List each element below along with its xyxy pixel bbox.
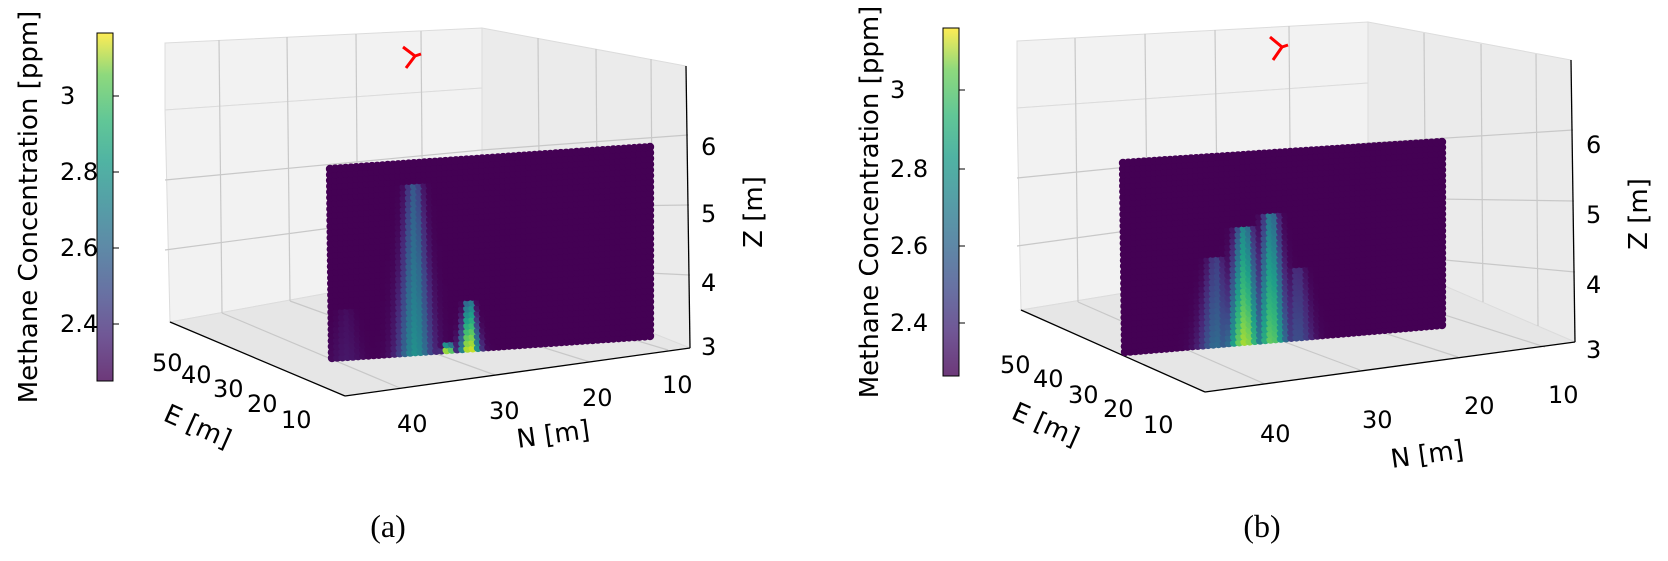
z-tick: 3 <box>1586 336 1601 364</box>
concentration-point <box>645 177 655 186</box>
colorbar-label-b: Methane Concentration [ppm] <box>855 6 885 399</box>
colorbar-tick: 3 <box>890 76 905 104</box>
concentration-point <box>645 326 655 335</box>
z-tick: 6 <box>1586 131 1601 159</box>
n-ticks-b: 40 30 20 10 <box>1260 381 1579 448</box>
concentration-point <box>645 303 655 312</box>
z-ticks-a: 6 5 4 3 <box>701 133 716 361</box>
z-axis-label-b: Z [m] <box>1624 178 1654 250</box>
n-ticks-a: 40 30 20 10 <box>397 371 693 438</box>
z-tick: 3 <box>701 333 716 361</box>
e-tick: 50 <box>152 349 183 377</box>
panel-a: 3 2.8 2.6 2.4 Methane Concentration [ppm… <box>14 11 769 544</box>
e-tick: 40 <box>181 361 212 389</box>
n-tick: 40 <box>397 410 428 438</box>
z-tick: 5 <box>1586 201 1601 229</box>
e-tick: 20 <box>247 390 278 418</box>
colorbar-tick: 2.8 <box>60 158 98 186</box>
caption-b: (b) <box>1243 508 1280 544</box>
colorbar-tick: 2.4 <box>60 310 98 338</box>
z-tick: 5 <box>701 200 716 228</box>
z-tick: 4 <box>1586 271 1601 299</box>
wind-marker-a <box>402 45 422 69</box>
e-tick: 30 <box>213 375 244 403</box>
concentration-point <box>645 217 655 226</box>
e-ticks-b: 50 40 30 20 10 <box>1000 351 1174 439</box>
colorbar-ticks-b: 3 2.8 2.6 2.4 <box>890 76 965 337</box>
wind-marker-b <box>1269 35 1289 61</box>
caption-a: (a) <box>370 508 406 544</box>
concentration-point <box>645 280 655 289</box>
e-tick: 20 <box>1103 395 1134 423</box>
colorbar-b <box>942 27 960 377</box>
concentration-point <box>645 263 655 272</box>
colorbar-label-a: Methane Concentration [ppm] <box>14 11 44 404</box>
n-tick: 40 <box>1260 420 1291 448</box>
colorbar-tick: 2.6 <box>60 234 98 262</box>
n-axis-label-b: N [m] <box>1389 435 1466 475</box>
colorbar-tick: 3 <box>60 82 75 110</box>
concentration-point <box>645 154 655 163</box>
n-tick: 10 <box>1548 381 1579 409</box>
e-tick: 10 <box>1143 411 1174 439</box>
n-tick: 30 <box>1362 406 1393 434</box>
n-tick: 20 <box>582 384 613 412</box>
z-axis-label-a: Z [m] <box>739 176 769 248</box>
colorbar-tick: 2.4 <box>890 309 928 337</box>
e-axis-label-a: E [m] <box>159 399 235 455</box>
n-axis-label-a: N [m] <box>515 415 592 455</box>
slice-a <box>325 142 655 363</box>
panel-b: 3 2.8 2.6 2.4 Methane Concentration [ppm… <box>855 6 1654 544</box>
concentration-point <box>645 200 655 209</box>
concentration-point <box>645 240 655 249</box>
colorbar-ticks-a: 3 2.8 2.6 2.4 <box>60 82 119 338</box>
e-ticks-a: 50 40 30 20 10 <box>152 349 312 434</box>
colorbar-tick: 2.6 <box>890 232 928 260</box>
n-tick: 20 <box>1464 392 1495 420</box>
z-ticks-b: 6 5 4 3 <box>1586 131 1601 364</box>
e-tick: 50 <box>1000 351 1031 379</box>
e-tick: 30 <box>1068 381 1099 409</box>
z-tick: 4 <box>701 269 716 297</box>
n-tick: 30 <box>489 397 520 425</box>
n-tick: 10 <box>662 371 693 399</box>
z-tick: 6 <box>701 133 716 161</box>
slice-b <box>1118 137 1447 357</box>
colorbar-tick: 2.8 <box>890 155 928 183</box>
concentration-point <box>1437 137 1447 147</box>
concentration-point <box>645 142 655 152</box>
colorbar-a <box>96 32 114 382</box>
e-tick: 10 <box>281 406 312 434</box>
e-tick: 40 <box>1033 365 1064 393</box>
